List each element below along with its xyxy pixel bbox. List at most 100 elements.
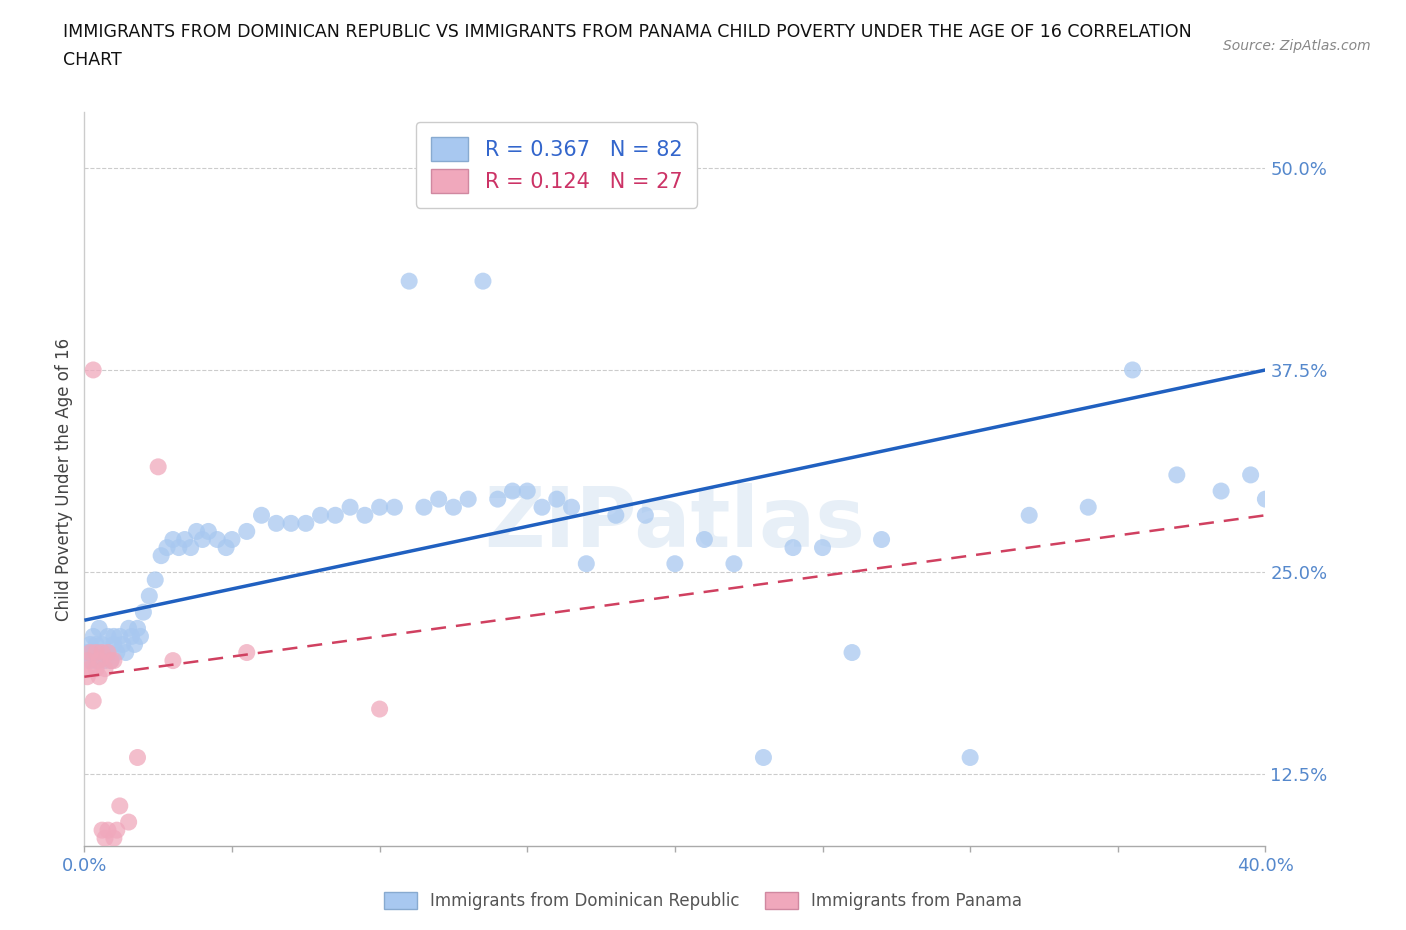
Y-axis label: Child Poverty Under the Age of 16: Child Poverty Under the Age of 16	[55, 338, 73, 620]
Point	[108, 799, 131, 814]
Point	[79, 653, 101, 668]
Point	[339, 499, 361, 514]
Point	[103, 830, 125, 845]
Point	[1240, 468, 1263, 483]
Point	[100, 653, 122, 668]
Point	[84, 653, 107, 668]
Point	[280, 516, 302, 531]
Point	[108, 629, 131, 644]
Point	[959, 751, 981, 765]
Point	[100, 653, 122, 668]
Point	[368, 701, 391, 716]
Point	[94, 661, 117, 676]
Point	[156, 540, 179, 555]
Point	[221, 532, 243, 547]
Point	[1018, 508, 1040, 523]
Point	[561, 499, 583, 514]
Point	[180, 540, 202, 555]
Point	[811, 540, 834, 555]
Point	[162, 532, 184, 547]
Point	[368, 499, 391, 514]
Point	[841, 645, 863, 660]
Point	[79, 645, 101, 660]
Point	[1122, 363, 1144, 378]
Text: ZIPatlas: ZIPatlas	[485, 483, 865, 564]
Point	[1254, 492, 1277, 507]
Point	[575, 556, 598, 571]
Point	[186, 524, 208, 538]
Point	[531, 499, 554, 514]
Point	[309, 508, 332, 523]
Point	[105, 823, 128, 838]
Point	[723, 556, 745, 571]
Point	[79, 637, 101, 652]
Point	[382, 499, 406, 514]
Point	[486, 492, 509, 507]
Legend: R = 0.367   N = 82, R = 0.124   N = 27: R = 0.367 N = 82, R = 0.124 N = 27	[416, 122, 697, 207]
Point	[103, 653, 125, 668]
Point	[127, 621, 149, 636]
Point	[132, 604, 155, 619]
Point	[207, 532, 229, 547]
Point	[103, 637, 125, 652]
Point	[82, 629, 104, 644]
Point	[354, 508, 377, 523]
Point	[124, 637, 146, 652]
Point	[87, 645, 111, 660]
Point	[97, 629, 120, 644]
Point	[870, 532, 893, 547]
Text: IMMIGRANTS FROM DOMINICAN REPUBLIC VS IMMIGRANTS FROM PANAMA CHILD POVERTY UNDER: IMMIGRANTS FROM DOMINICAN REPUBLIC VS IM…	[63, 23, 1192, 41]
Point	[105, 645, 128, 660]
Point	[167, 540, 190, 555]
Point	[76, 653, 98, 668]
Point	[427, 492, 450, 507]
Point	[87, 670, 111, 684]
Point	[605, 508, 627, 523]
Point	[148, 459, 170, 474]
Point	[84, 637, 107, 652]
Point	[94, 653, 117, 668]
Text: Source: ZipAtlas.com: Source: ZipAtlas.com	[1223, 39, 1371, 53]
Point	[191, 532, 214, 547]
Point	[250, 508, 273, 523]
Point	[87, 621, 111, 636]
Point	[1077, 499, 1099, 514]
Point	[266, 516, 288, 531]
Point	[97, 645, 120, 660]
Point	[398, 273, 420, 288]
Point	[97, 823, 120, 838]
Point	[111, 637, 134, 652]
Text: CHART: CHART	[63, 51, 122, 69]
Point	[782, 540, 804, 555]
Point	[138, 589, 160, 604]
Point	[79, 661, 101, 676]
Point	[1166, 468, 1188, 483]
Point	[84, 661, 107, 676]
Point	[84, 645, 107, 660]
Point	[443, 499, 465, 514]
Legend: Immigrants from Dominican Republic, Immigrants from Panama: Immigrants from Dominican Republic, Immi…	[377, 885, 1029, 917]
Point	[295, 516, 318, 531]
Point	[143, 573, 166, 588]
Point	[516, 484, 538, 498]
Point	[501, 484, 523, 498]
Point	[457, 492, 479, 507]
Point	[1211, 484, 1233, 498]
Point	[693, 532, 716, 547]
Point	[118, 621, 141, 636]
Point	[82, 645, 104, 660]
Point	[150, 548, 173, 563]
Point	[472, 273, 495, 288]
Point	[752, 751, 775, 765]
Point	[91, 645, 114, 660]
Point	[546, 492, 568, 507]
Point	[162, 653, 184, 668]
Point	[91, 637, 114, 652]
Point	[236, 524, 259, 538]
Point	[94, 830, 117, 845]
Point	[173, 532, 195, 547]
Point	[634, 508, 657, 523]
Point	[127, 751, 149, 765]
Point	[236, 645, 259, 660]
Point	[76, 670, 98, 684]
